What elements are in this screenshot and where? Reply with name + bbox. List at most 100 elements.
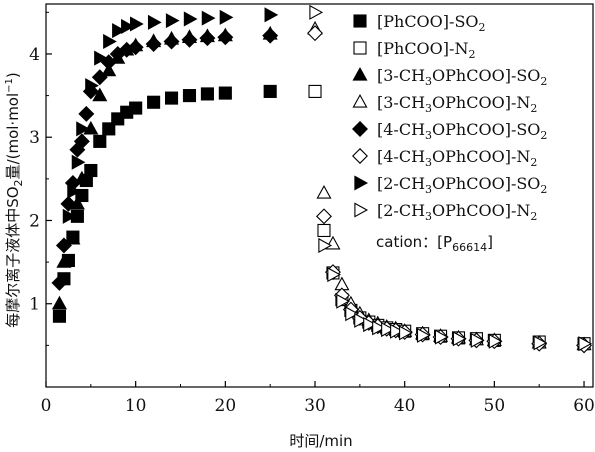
- legend-marker: [352, 93, 368, 108]
- x-tick-label: 20: [215, 396, 237, 416]
- legend-item-4: [4-CH3OPhCOO]-SO2: [352, 120, 547, 142]
- data-point: [309, 4, 324, 20]
- data-point: [470, 332, 485, 348]
- data-point: [262, 27, 279, 44]
- data-point: [372, 320, 386, 336]
- legend-label: [PhCOO]-N2: [377, 39, 475, 61]
- legend-marker: [354, 202, 369, 218]
- data-point: [434, 329, 449, 345]
- data-point: [345, 306, 359, 322]
- data-point: [93, 134, 107, 148]
- cation-annotation: cation：[P66614]: [376, 233, 493, 254]
- legend-label-tail: OPhCOO]-N: [432, 201, 530, 220]
- data-point: [55, 237, 72, 254]
- data-point: [578, 336, 593, 352]
- data-point: [129, 101, 143, 115]
- legend-label: [4-CH3OPhCOO]-SO2: [377, 120, 547, 142]
- series-6: [62, 7, 279, 224]
- legend-label-base: [3-CH: [377, 66, 425, 85]
- data-point: [52, 309, 67, 323]
- y-tick-label: 1: [29, 295, 40, 315]
- data-point: [51, 295, 67, 310]
- data-point: [488, 333, 503, 349]
- legend-marker: [354, 175, 369, 191]
- data-point: [56, 254, 72, 268]
- data-point: [102, 122, 116, 136]
- data-point: [112, 23, 126, 39]
- legend-label-sub: 3: [425, 129, 432, 142]
- legend-label-base: [4-CH: [377, 120, 425, 139]
- data-point: [62, 208, 77, 224]
- legend: [PhCOO]-SO2[PhCOO]-N2[3-CH3OPhCOO]-SO2[3…: [352, 12, 547, 223]
- data-point: [354, 312, 368, 328]
- legend-label-sub: 3: [425, 156, 432, 169]
- data-point: [307, 25, 323, 42]
- y-axis-title-end: ): [4, 72, 22, 78]
- data-point: [183, 11, 198, 27]
- data-point: [76, 121, 90, 137]
- legend-label: [3-CH3OPhCOO]-SO2: [377, 66, 547, 88]
- data-point: [92, 87, 108, 102]
- data-point: [219, 9, 234, 25]
- legend-label-base: [PhCOO]-SO: [377, 12, 479, 31]
- legend-label: [2-CH3OPhCOO]-N2: [377, 201, 537, 223]
- data-point: [533, 335, 548, 351]
- legend-label-sub: 2: [468, 48, 475, 61]
- cation-annotation-prefix: cation：[P: [376, 233, 452, 251]
- axes: 0 10 20 30 40 50 60 1 2 3 4: [29, 3, 595, 416]
- x-axis-title: 时间/min: [289, 432, 352, 450]
- data-point: [318, 237, 333, 253]
- x-tick-label: 60: [573, 396, 595, 416]
- legend-item-7: [2-CH3OPhCOO]-N2: [354, 201, 537, 223]
- data-point: [84, 163, 98, 178]
- legend-item-5: [4-CH3OPhCOO]-N2: [352, 147, 537, 169]
- y-axis-title-sup: −1: [4, 78, 15, 93]
- data-point: [78, 105, 95, 122]
- legend-item-1: [PhCOO]-N2: [353, 39, 475, 61]
- data-point: [163, 33, 180, 50]
- data-point: [452, 331, 467, 347]
- legend-label-base: [3-CH: [377, 93, 425, 112]
- data-point: [327, 267, 341, 283]
- data-point: [73, 133, 90, 150]
- y-tick-label: 4: [29, 45, 40, 65]
- legend-label: [2-CH3OPhCOO]-SO2: [377, 174, 547, 196]
- data-point: [199, 30, 216, 47]
- cation-annotation-sub: 66614: [452, 241, 487, 254]
- data-markers: [51, 4, 593, 354]
- data-point: [336, 293, 350, 309]
- legend-label-tail: OPhCOO]-SO: [432, 120, 540, 139]
- data-point: [201, 10, 216, 26]
- data-point: [51, 274, 68, 291]
- data-point: [308, 84, 322, 98]
- x-tick-label: 50: [484, 396, 506, 416]
- data-point: [65, 230, 81, 245]
- data-point: [363, 317, 377, 333]
- data-point: [60, 195, 77, 212]
- data-point: [217, 29, 234, 46]
- legend-label: [PhCOO]-SO2: [377, 12, 486, 34]
- legend-item-0: [PhCOO]-SO2: [353, 12, 486, 34]
- data-point: [147, 14, 162, 30]
- y-axis-title-suffix: 量/(mol·mol: [4, 93, 22, 180]
- legend-marker: [352, 121, 368, 137]
- data-point: [181, 31, 198, 48]
- x-tick-label: 40: [394, 396, 416, 416]
- legend-marker: [353, 41, 367, 55]
- data-point: [127, 39, 144, 56]
- series-7: [309, 4, 593, 352]
- legend-label: [3-CH3OPhCOO]-N2: [377, 93, 537, 115]
- legend-label-base: [2-CH: [377, 201, 425, 220]
- y-axis-title-sub: 2: [12, 179, 25, 186]
- data-point: [381, 322, 395, 338]
- legend-marker: [352, 66, 368, 81]
- legend-label-base: [2-CH: [377, 174, 425, 193]
- legend-label: [4-CH3OPhCOO]-N2: [377, 147, 537, 169]
- data-point: [399, 325, 413, 341]
- data-point: [71, 154, 86, 170]
- legend-label-sub: 3: [425, 102, 432, 115]
- legend-marker: [353, 14, 367, 28]
- data-point: [200, 87, 214, 101]
- legend-label-sub2: 2: [540, 183, 547, 196]
- data-point: [264, 7, 279, 23]
